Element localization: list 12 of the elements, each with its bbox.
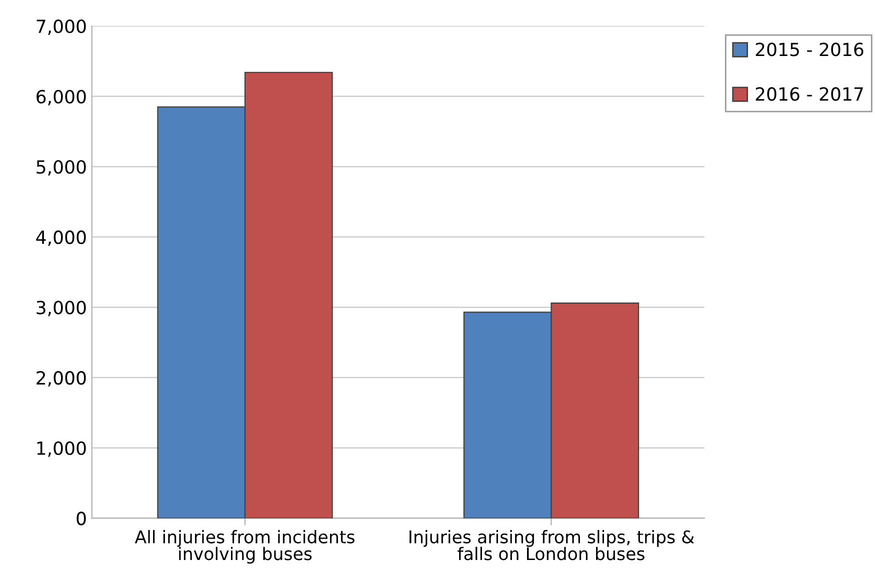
y-tick-label: 2,000 — [36, 371, 86, 387]
y-tick-label: 6,000 — [36, 90, 86, 106]
legend-label: 2016 - 2017 — [756, 87, 863, 101]
y-tick-label: 3,000 — [36, 300, 86, 316]
y-tick-label: 7,000 — [36, 20, 86, 36]
y-tick-label: 4,000 — [36, 230, 86, 246]
x-tick-label: All injuries from incidents involving buses — [134, 530, 354, 564]
x-tick-label: Injuries arising from slips, trips & falls on London buses — [410, 530, 694, 560]
legend-label: 2015 - 2016 — [756, 42, 864, 56]
y-tick-label: 1,000 — [37, 441, 86, 457]
y-tick-label: 5,000 — [36, 160, 86, 176]
y-tick-label: 0 — [76, 512, 86, 526]
